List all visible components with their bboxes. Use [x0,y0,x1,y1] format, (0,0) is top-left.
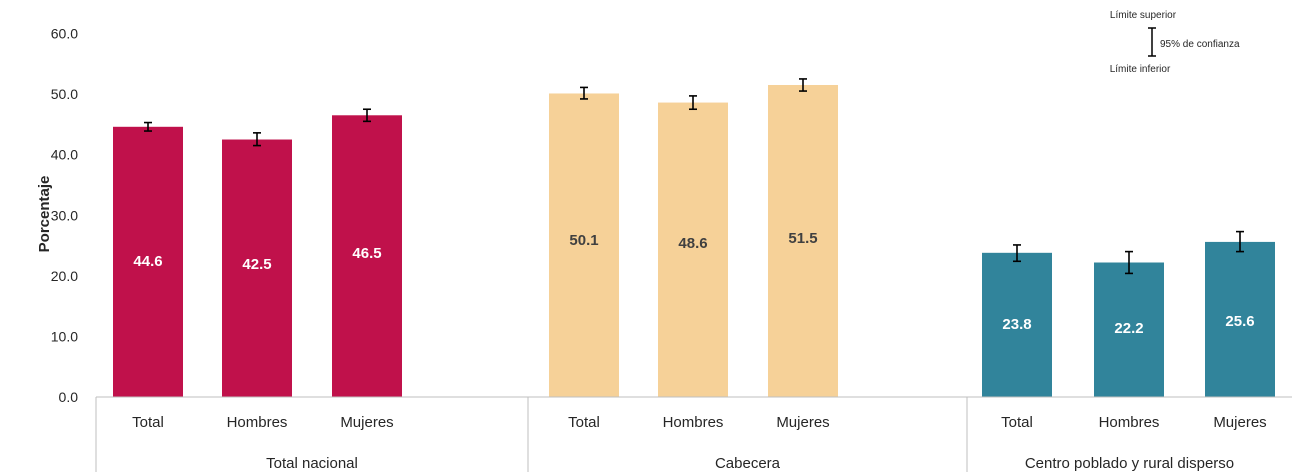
y-tick-label: 30.0 [51,207,78,223]
x-group-label: Total nacional [266,455,358,472]
bars: 44.6 42.5 46.5 50.1 48.6 51.5 23.8 22.2 25.6 [113,78,1275,398]
data-label: 42.5 [242,256,271,273]
data-label: 23.8 [1002,316,1031,333]
x-category-label: Mujeres [776,414,829,431]
bar [332,115,402,397]
y-tick-label: 40.0 [51,147,78,163]
x-group-label: Cabecera [715,455,781,472]
data-label: 51.5 [788,230,817,247]
y-tick-label: 60.0 [51,26,78,42]
legend-lower-label: Límite inferior [1110,64,1171,75]
confidence-legend: Límite superior 95% de confianza Límite … [1110,10,1240,75]
x-category-label: Mujeres [1213,414,1266,431]
bar [113,126,183,397]
data-label: 50.1 [569,232,598,249]
x-category-label: Hombres [227,414,288,431]
legend-confidence-label: 95% de confianza [1160,39,1240,50]
x-category-label: Hombres [663,414,724,431]
y-tick-label: 0.0 [59,389,79,405]
bar [658,102,728,397]
y-tick-label: 10.0 [51,328,78,344]
bar [549,93,619,397]
y-tick-label: 20.0 [51,268,78,284]
bar [222,139,292,398]
x-category-label: Total [1001,414,1033,431]
bar [1205,241,1275,397]
data-label: 44.6 [133,253,162,270]
x-category-label: Total [132,414,164,431]
legend-upper-label: Límite superior [1110,10,1177,21]
y-axis: 0.0 10.0 20.0 30.0 40.0 50.0 60.0 [51,26,78,406]
y-axis-title: Porcentaje [36,176,53,253]
x-category-label: Hombres [1099,414,1160,431]
bar [768,84,838,397]
x-group-label: Centro poblado y rural disperso [1025,455,1234,472]
data-label: 48.6 [678,235,707,252]
data-label: 46.5 [352,245,381,262]
bar [982,252,1052,397]
x-category-label: Total [568,414,600,431]
data-label: 22.2 [1114,320,1143,337]
y-tick-label: 50.0 [51,86,78,102]
x-axis: Total Hombres Mujeres Total nacional Total Ho… [95,396,1292,472]
bar [1094,262,1164,397]
x-category-label: Mujeres [340,414,393,431]
data-label: 25.6 [1225,313,1254,330]
